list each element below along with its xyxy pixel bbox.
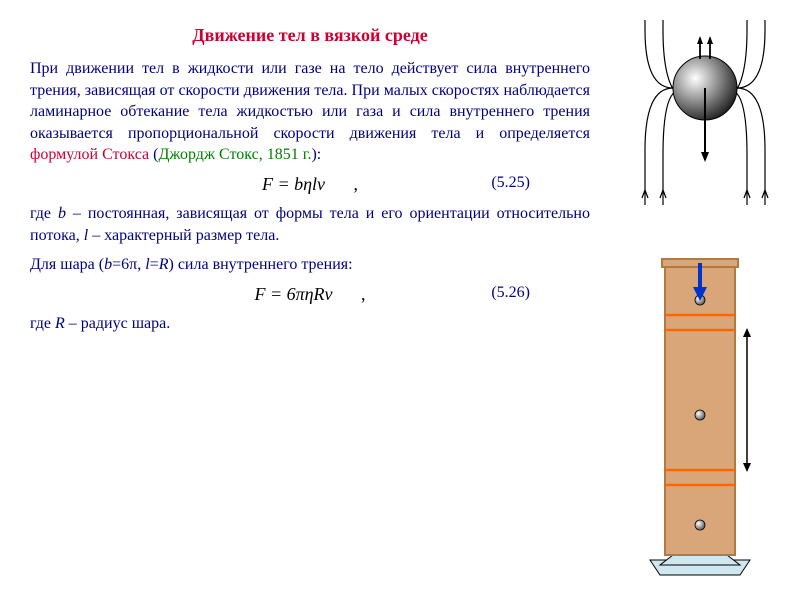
eq1-expr: F = bηlv (262, 174, 325, 195)
p3-eq1: =6π, (112, 256, 145, 273)
p3-a: Для шара ( (30, 256, 104, 273)
eq2-comma: , (361, 284, 366, 304)
p4-b: – радиус шара. (65, 315, 170, 332)
p1-author: Джордж Стокс, 1851 г. (158, 146, 311, 163)
p2-var-b: b (58, 205, 66, 222)
p1-stokes: формулой Стокса (30, 146, 149, 163)
p4-var-r: R (55, 315, 65, 332)
p1-paren-close: ): (311, 146, 321, 163)
p3-close: ) сила внутреннего трения: (168, 256, 352, 273)
flow-diagram (635, 20, 775, 210)
p3-var-b: b (104, 256, 112, 273)
eq2-number: (5.26) (491, 284, 530, 302)
eq1-number: (5.25) (491, 174, 530, 192)
paragraph-4: где R – радиус шара. (30, 313, 590, 335)
page-title: Движение тел в вязкой среде (30, 25, 590, 46)
paragraph-2: где b – постоянная, зависящая от формы т… (30, 203, 590, 246)
equation-1: F = bηlv , (5.25) (30, 174, 590, 195)
paragraph-1: При движении тел в жидкости или газе на … (30, 58, 590, 166)
paragraph-3: Для шара (b=6π, l=R) сила внутреннего тр… (30, 254, 590, 276)
p4-a: где (30, 315, 55, 332)
eq1-comma: , (354, 174, 359, 194)
eq2-expr: F = 6πηRv (254, 284, 332, 305)
p2-a: где (30, 205, 58, 222)
p3-eq2: = (150, 256, 159, 273)
equation-2: F = 6πηRv , (5.26) (30, 284, 590, 305)
p2-d: – характерный размер тела. (88, 227, 279, 244)
p1-text: При движении тел в жидкости или газе на … (30, 60, 590, 142)
tube-diagram (645, 240, 755, 580)
